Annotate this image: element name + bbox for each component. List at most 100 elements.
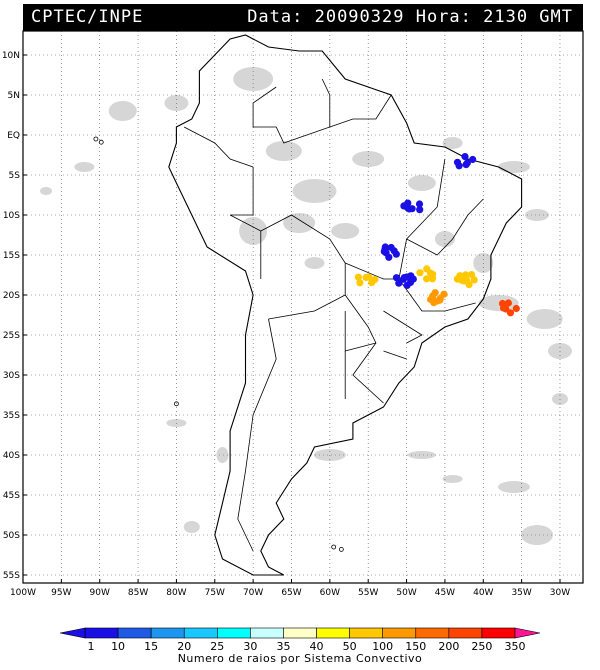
political-border bbox=[383, 350, 407, 360]
storm-cell bbox=[390, 247, 398, 255]
storm-cell bbox=[403, 273, 411, 281]
organization-label: CPTEC/INPE bbox=[31, 7, 144, 27]
cloud-patch bbox=[265, 141, 302, 161]
legend-swatch bbox=[349, 627, 383, 639]
cloud-patch bbox=[216, 447, 229, 463]
longitude-tick-label: 45W bbox=[435, 588, 455, 598]
longitude-tick-label: 90W bbox=[90, 588, 110, 598]
legend-swatch bbox=[481, 627, 516, 639]
storm-cell bbox=[381, 246, 389, 254]
legend-swatch bbox=[217, 627, 251, 639]
legend-swatch bbox=[382, 627, 417, 639]
latitude-labels: 10N 5N EQ 5S 10S 15S 20S 25S 30S 35S 40S 45S 50S 55S bbox=[2, 51, 27, 581]
longitude-tick-label: 75W bbox=[205, 588, 225, 598]
political-border bbox=[237, 318, 277, 552]
cloud-patch bbox=[407, 175, 436, 191]
legend-swatch bbox=[250, 627, 284, 639]
cloud-patch bbox=[478, 295, 519, 311]
storm-cell bbox=[356, 279, 364, 287]
legend-min-arrow bbox=[59, 627, 86, 639]
political-border bbox=[405, 158, 484, 256]
political-border bbox=[229, 167, 262, 279]
political-border bbox=[398, 238, 476, 312]
system-c-2 bbox=[392, 272, 417, 289]
latitude-tick-label: EQ bbox=[7, 131, 20, 141]
storm-cell bbox=[506, 309, 515, 317]
system-rj bbox=[498, 299, 520, 317]
legend-value-label: 25 bbox=[210, 640, 224, 653]
storm-cell bbox=[416, 269, 424, 277]
legend-swatch bbox=[117, 627, 152, 639]
storm-cell bbox=[365, 273, 373, 281]
latitude-tick-label: 30S bbox=[3, 371, 20, 381]
storm-cell bbox=[428, 272, 436, 280]
legend-swatch bbox=[84, 627, 119, 639]
latitude-tick-label: 45S bbox=[3, 491, 20, 501]
political-border bbox=[383, 310, 423, 344]
longitude-tick-label: 35W bbox=[511, 588, 531, 598]
cloud-cover-layer bbox=[40, 67, 572, 545]
storm-cell bbox=[499, 304, 508, 312]
storm-cell bbox=[461, 153, 469, 161]
storm-cell bbox=[433, 297, 441, 305]
cloud-patch bbox=[520, 525, 553, 545]
legend-value-label: 40 bbox=[310, 640, 324, 653]
system-mt bbox=[354, 273, 379, 287]
system-sp bbox=[427, 289, 448, 307]
longitude-labels: 100W 95W 90W 85W 80W 75W 70W 65W 60W 55W 50W 45W 40W… bbox=[10, 579, 570, 598]
legend-value-label: 30 bbox=[243, 640, 257, 653]
storm-cell bbox=[395, 279, 403, 287]
south-america-coastline bbox=[168, 34, 523, 576]
legend-swatch bbox=[183, 627, 218, 639]
latitude-tick-label: 10N bbox=[2, 51, 20, 61]
storm-cell bbox=[385, 253, 393, 261]
cloud-patch bbox=[283, 213, 316, 233]
coastline-layer bbox=[93, 34, 523, 576]
system-mg bbox=[416, 265, 437, 283]
storm-cell bbox=[423, 265, 431, 273]
legend-swatch bbox=[316, 627, 350, 639]
cloud-patch bbox=[442, 475, 463, 483]
legend-value-label: 350 bbox=[505, 640, 526, 653]
legend-value-label: 10 bbox=[111, 640, 125, 653]
island-outline bbox=[338, 547, 344, 552]
legend-value-label: 150 bbox=[405, 640, 426, 653]
storm-cell bbox=[457, 276, 465, 284]
latitude-tick-label: 40S bbox=[3, 451, 20, 461]
cloud-patch bbox=[183, 521, 200, 533]
legend-value-label: 20 bbox=[177, 640, 191, 653]
storm-cell bbox=[470, 276, 478, 284]
longitude-tick-label: 100W bbox=[10, 588, 36, 598]
longitude-tick-label: 70W bbox=[243, 588, 263, 598]
island-outline bbox=[331, 544, 337, 550]
cloud-patch bbox=[331, 223, 360, 239]
longitude-tick-label: 40W bbox=[473, 588, 493, 598]
storm-cell bbox=[354, 273, 362, 281]
storm-cell bbox=[462, 271, 470, 279]
latitude-tick-label: 5S bbox=[9, 171, 21, 181]
system-ne-2 bbox=[400, 199, 424, 214]
cloud-patch bbox=[497, 161, 530, 173]
legend-swatch bbox=[448, 627, 483, 639]
political-border bbox=[352, 342, 384, 404]
latitude-tick-label: 50S bbox=[3, 531, 20, 541]
cloud-patch bbox=[497, 481, 530, 493]
timestamp-label: Data: 20090329 Hora: 2130 GMT bbox=[247, 7, 573, 27]
longitude-tick-label: 85W bbox=[128, 588, 148, 598]
storm-cell bbox=[415, 200, 424, 208]
longitude-tick-label: 80W bbox=[166, 588, 186, 598]
storm-cell bbox=[416, 206, 424, 214]
island-outline bbox=[93, 136, 99, 142]
latitude-tick-label: 35S bbox=[3, 411, 20, 421]
legend-value-label: 200 bbox=[438, 640, 459, 653]
legend-swatch bbox=[283, 627, 317, 639]
storm-cell bbox=[423, 275, 431, 283]
longitude-tick-label: 30W bbox=[550, 588, 570, 598]
latitude-tick-label: 25S bbox=[3, 331, 20, 341]
legend-value-label: 35 bbox=[276, 640, 290, 653]
cloud-patch bbox=[304, 257, 325, 269]
cloud-patch bbox=[407, 451, 436, 459]
storm-cell bbox=[368, 279, 376, 287]
color-legend: 1 10 15 20 25 30 35 40 50 100 150 200 250 350 Numero d… bbox=[59, 627, 541, 665]
